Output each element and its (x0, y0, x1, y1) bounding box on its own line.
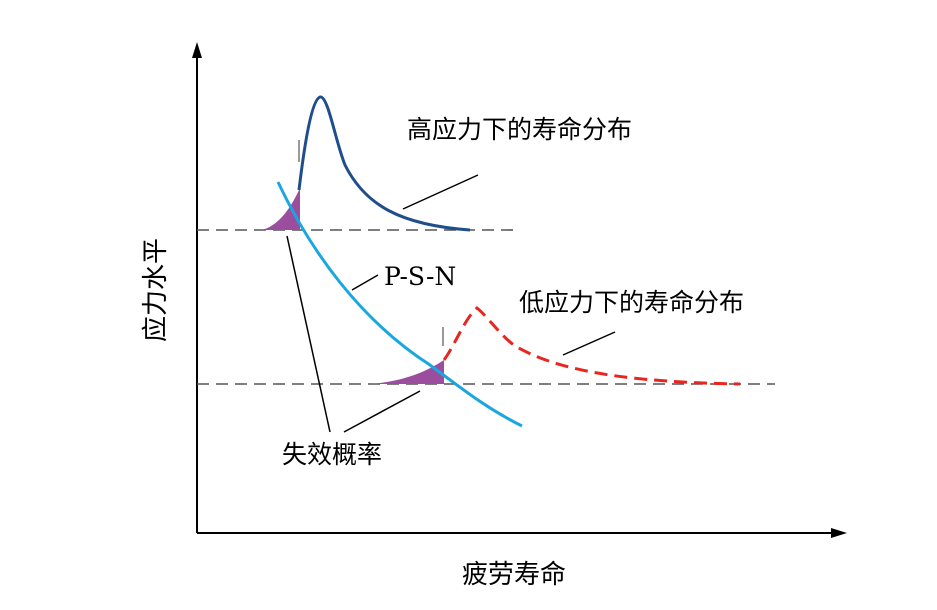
psn-curve (276, 181, 523, 428)
high-stress-distribution-curve (297, 95, 471, 232)
high-stress-label: 高应力下的寿命分布 (407, 115, 632, 144)
psn-label: P-S-N (384, 262, 456, 291)
x-axis-label: 疲劳寿命 (462, 560, 566, 590)
low-stress-label: 低应力下的寿命分布 (519, 288, 744, 317)
failure-area-high (262, 188, 300, 230)
leader-low-stress (562, 331, 616, 356)
failure-probability-label: 失效概率 (282, 440, 382, 469)
leader-psn (351, 274, 379, 291)
arrow-up-icon (192, 42, 202, 58)
leader-failure-high (286, 235, 331, 433)
low-stress-distribution-curve (442, 306, 741, 386)
failure-area-low (370, 360, 444, 384)
leader-high-stress (402, 174, 479, 210)
y-axis-label: 应力水平 (141, 238, 171, 342)
leader-failure-low (343, 390, 421, 433)
arrow-right-icon (831, 528, 847, 538)
